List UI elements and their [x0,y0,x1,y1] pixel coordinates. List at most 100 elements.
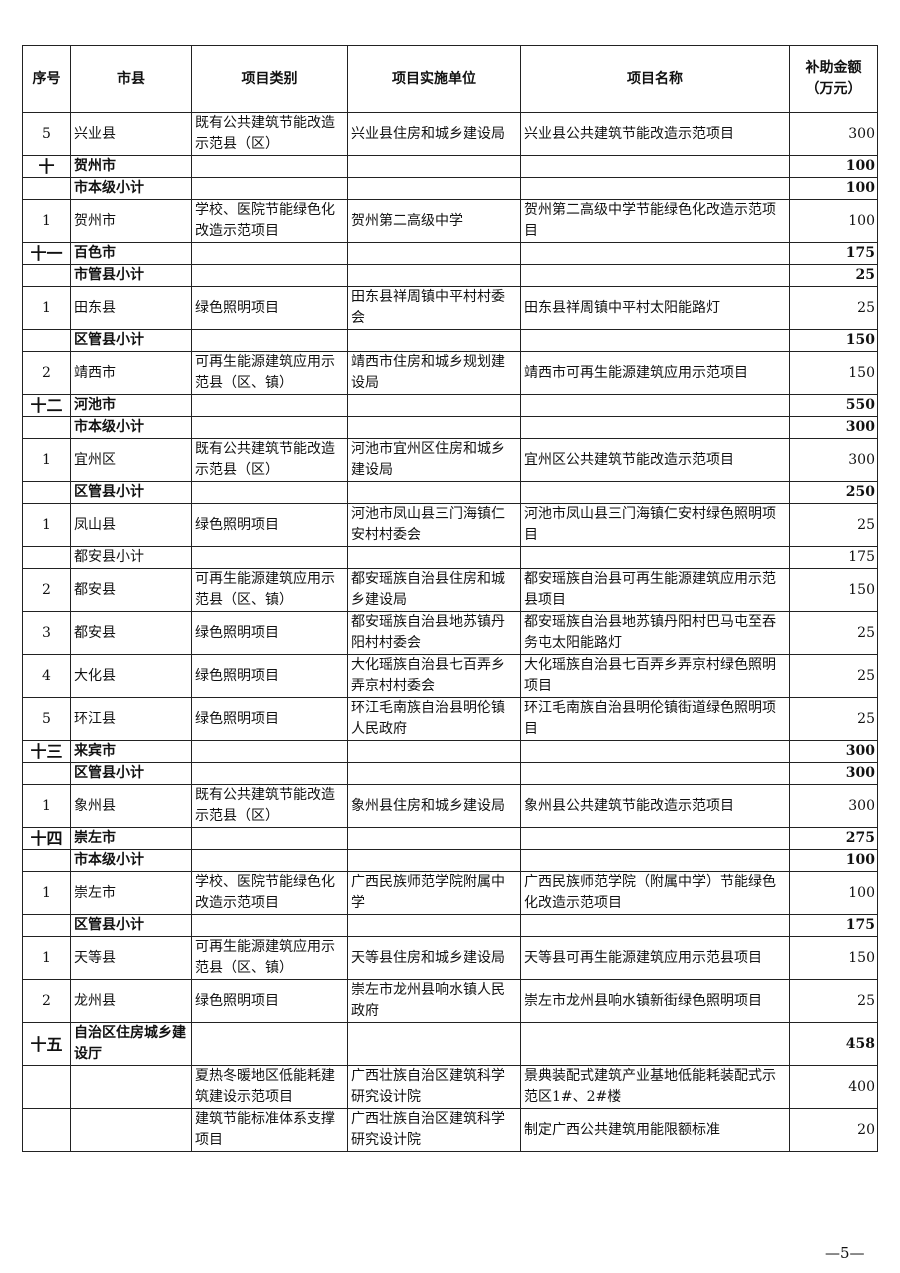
table-body: 5 兴业县 既有公共建筑节能改造示范县（区） 兴业县住房和城乡建设局 兴业县公共建筑节能… [22,112,878,1152]
cell-category: 绿色照明项目 [191,979,348,1023]
cell-amount: 25 [789,503,878,547]
cell-category: 可再生能源建筑应用示范县（区、镇） [191,936,348,980]
cell-name [520,481,790,504]
cell-county: 崇左市 [70,871,192,915]
subtotal-row: 区管县小计 250 [22,481,878,504]
cell-category [191,481,348,504]
cell-no: 4 [22,654,71,698]
cell-name [520,264,790,287]
cell-category: 可再生能源建筑应用示范县（区、镇） [191,351,348,395]
header-name: 项目名称 [520,45,790,113]
table-row: 1 宜州区 既有公共建筑节能改造示范县（区） 河池市宜州区住房和城乡建设局 宜州区公共建… [22,438,878,482]
cell-county: 都安县 [70,568,192,612]
cell-category: 学校、医院节能绿色化改造示范项目 [191,199,348,243]
table-row: 1 崇左市 学校、医院节能绿色化改造示范项目 广西民族师范学院附属中学 广西民族师范学院… [22,871,878,915]
cell-amount: 150 [789,351,878,395]
subtotal-row: 都安县小计 175 [22,546,878,569]
cell-no: 十四 [22,827,71,850]
section-row: 十五 自治区住房城乡建设厅 458 [22,1022,878,1066]
cell-category [191,242,348,265]
cell-name [520,394,790,417]
cell-no [22,546,71,569]
cell-no [22,481,71,504]
cell-category [191,264,348,287]
cell-category [191,177,348,200]
cell-amount: 25 [789,697,878,741]
section-row: 十三 来宾市 300 [22,740,878,763]
cell-no [22,849,71,872]
cell-unit: 广西壮族自治区建筑科学研究设计院 [347,1108,521,1152]
header-amount: 补助金额（万元） [789,45,878,113]
section-row: 十四 崇左市 275 [22,827,878,850]
cell-category: 可再生能源建筑应用示范县（区、镇） [191,568,348,612]
cell-county [70,1108,192,1152]
cell-category [191,394,348,417]
cell-amount: 100 [789,177,878,200]
cell-county: 河池市 [70,394,192,417]
cell-county: 市管县小计 [70,264,192,287]
table-row: 1 田东县 绿色照明项目 田东县祥周镇中平村村委会 田东县祥周镇中平村太阳能路灯 25 [22,286,878,330]
cell-amount: 300 [789,416,878,439]
cell-name: 崇左市龙州县响水镇新街绿色照明项目 [520,979,790,1023]
cell-unit: 崇左市龙州县响水镇人民政府 [347,979,521,1023]
cell-amount: 100 [789,199,878,243]
cell-county: 龙州县 [70,979,192,1023]
cell-county: 天等县 [70,936,192,980]
cell-category [191,740,348,763]
cell-category: 绿色照明项目 [191,611,348,655]
cell-unit [347,416,521,439]
cell-unit: 贺州第二高级中学 [347,199,521,243]
cell-unit: 天等县住房和城乡建设局 [347,936,521,980]
page-number: —5— [825,1244,865,1262]
cell-unit [347,177,521,200]
subtotal-row: 区管县小计 175 [22,914,878,937]
table-row: 1 贺州市 学校、医院节能绿色化改造示范项目 贺州第二高级中学 贺州第二高级中学节能绿色… [22,199,878,243]
cell-unit: 靖西市住房和城乡规划建设局 [347,351,521,395]
cell-no: 1 [22,784,71,828]
cell-amount: 150 [789,568,878,612]
cell-name: 天等县可再生能源建筑应用示范县项目 [520,936,790,980]
table-row: 5 兴业县 既有公共建筑节能改造示范县（区） 兴业县住房和城乡建设局 兴业县公共建筑节能… [22,112,878,156]
cell-category: 既有公共建筑节能改造示范县（区） [191,112,348,156]
cell-amount: 25 [789,654,878,698]
cell-name: 都安瑶族自治县地苏镇丹阳村巴马屯至吞务屯太阳能路灯 [520,611,790,655]
cell-county: 市本级小计 [70,177,192,200]
cell-county: 区管县小计 [70,329,192,352]
cell-unit [347,546,521,569]
cell-amount: 100 [789,871,878,915]
cell-county: 来宾市 [70,740,192,763]
cell-unit [347,849,521,872]
cell-name: 贺州第二高级中学节能绿色化改造示范项目 [520,199,790,243]
cell-no: 1 [22,438,71,482]
subtotal-row: 市管县小计 25 [22,264,878,287]
cell-unit: 河池市宜州区住房和城乡建设局 [347,438,521,482]
cell-amount: 25 [789,286,878,330]
cell-county: 靖西市 [70,351,192,395]
table-row: 5 环江县 绿色照明项目 环江毛南族自治县明伦镇人民政府 环江毛南族自治县明伦镇街道绿色… [22,697,878,741]
subtotal-row: 市本级小计 100 [22,849,878,872]
cell-category: 绿色照明项目 [191,286,348,330]
cell-county: 市本级小计 [70,849,192,872]
cell-amount: 175 [789,242,878,265]
cell-unit: 都安瑶族自治县住房和城乡建设局 [347,568,521,612]
cell-category [191,546,348,569]
cell-name [520,177,790,200]
cell-name [520,740,790,763]
cell-category [191,416,348,439]
cell-county: 崇左市 [70,827,192,850]
cell-unit: 象州县住房和城乡建设局 [347,784,521,828]
cell-amount: 150 [789,936,878,980]
cell-name: 制定广西公共建筑用能限额标准 [520,1108,790,1152]
table-row: 4 大化县 绿色照明项目 大化瑶族自治县七百弄乡弄京村村委会 大化瑶族自治县七百弄乡弄京… [22,654,878,698]
table-row: 1 象州县 既有公共建筑节能改造示范县（区） 象州县住房和城乡建设局 象州县公共建筑节能… [22,784,878,828]
cell-no [22,329,71,352]
cell-name [520,849,790,872]
cell-unit [347,264,521,287]
cell-no: 1 [22,199,71,243]
cell-amount: 25 [789,979,878,1023]
cell-no [22,416,71,439]
subtotal-row: 市本级小计 300 [22,416,878,439]
cell-category: 绿色照明项目 [191,654,348,698]
cell-county: 区管县小计 [70,914,192,937]
cell-no [22,1108,71,1152]
